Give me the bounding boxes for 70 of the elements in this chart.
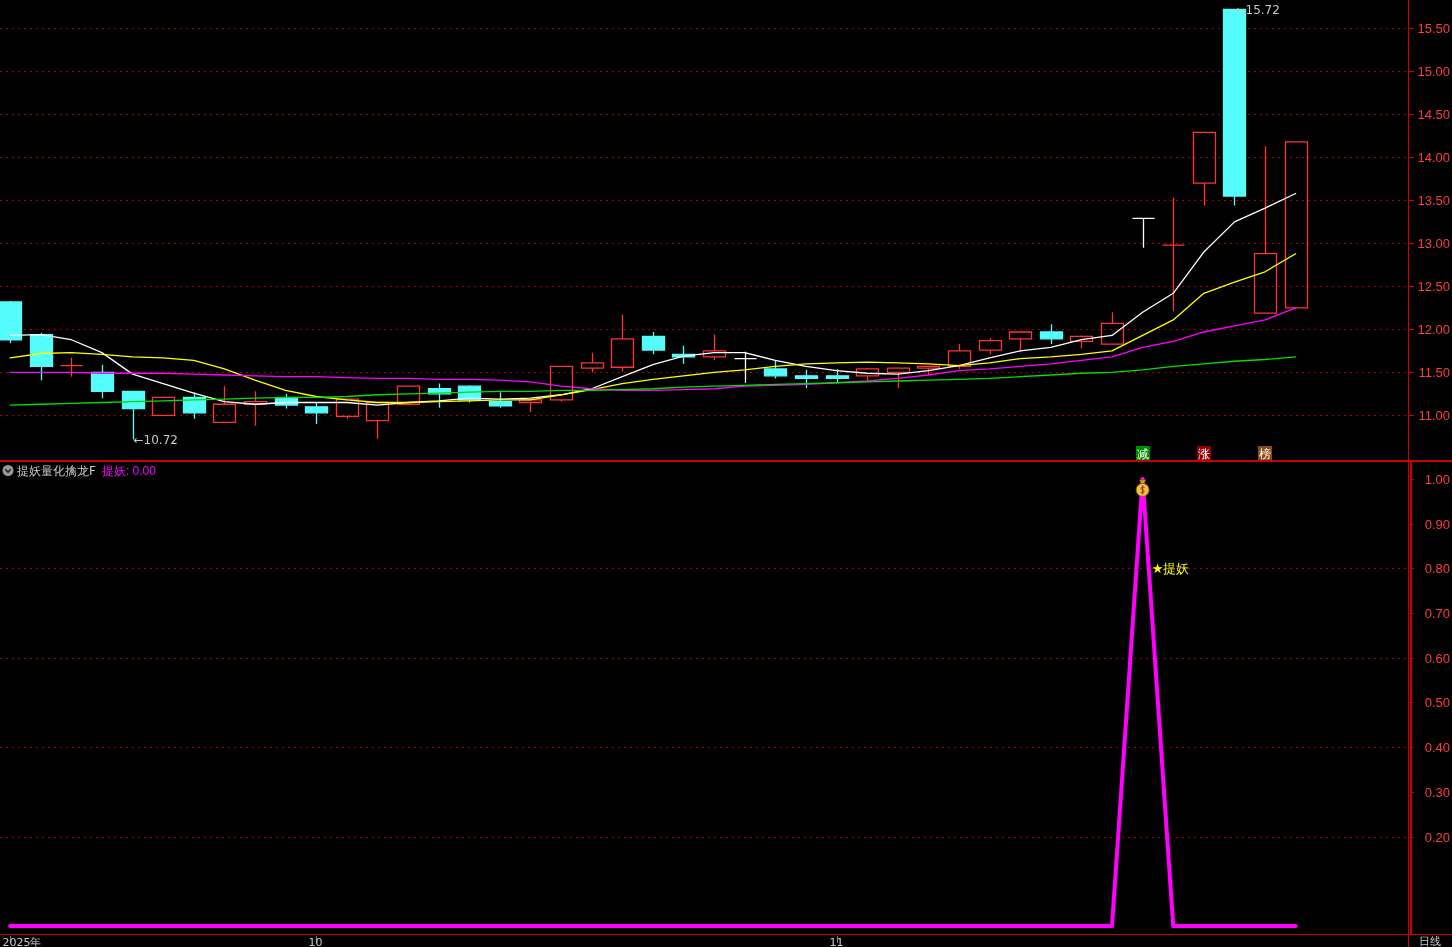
annotation: ←15.72: [1235, 2, 1280, 17]
y-tick-label: 12.00: [1417, 322, 1450, 337]
annotation: 榜: [1259, 447, 1271, 461]
annotation: 涨: [1198, 447, 1210, 461]
candlestick: [641, 331, 666, 355]
candlestick: [0, 300, 23, 344]
y-tick-label: 0.20: [1424, 830, 1450, 845]
candlestick: [59, 357, 84, 378]
y-tick-label: 13.50: [1417, 193, 1450, 208]
candlestick: [396, 385, 421, 405]
candlestick: [610, 314, 635, 373]
text: 提妖: [101, 463, 126, 478]
chart-title: 提妖量化擒龙F: [17, 463, 96, 478]
candlestick: [1131, 217, 1156, 249]
line-series: [9, 192, 1297, 406]
annotation: ★提妖: [1151, 561, 1190, 577]
annotation: 减: [1137, 447, 1149, 461]
y-tick-label: 0.70: [1424, 606, 1450, 621]
candlestick: [488, 391, 513, 409]
candlestick: [916, 365, 941, 377]
y-tick-label: 0.60: [1424, 651, 1450, 666]
candlestick: [335, 397, 360, 420]
line-series: [9, 356, 1297, 406]
candlestick: [243, 390, 268, 427]
candlestick: [886, 366, 911, 389]
x-tick-label: 2025年: [2, 935, 42, 947]
candlestick: [733, 351, 758, 384]
candlestick: [855, 367, 880, 383]
candlestick: [825, 368, 850, 384]
candlestick: [702, 333, 727, 362]
candlestick: [549, 365, 574, 403]
y-tick-label: 13.00: [1417, 236, 1450, 251]
y-tick-label: 15.50: [1417, 21, 1450, 36]
y-tick-label: 14.00: [1417, 150, 1450, 165]
y-tick-label: 15.00: [1417, 64, 1450, 79]
y-tick-label: 0.50: [1424, 695, 1450, 710]
candlestick: [763, 359, 788, 380]
annotation: ←10.72: [133, 433, 178, 447]
y-tick-label: 11.00: [1418, 408, 1450, 423]
candlestick: [978, 337, 1003, 355]
y-tick-label: 0.80: [1424, 561, 1450, 576]
annotation: : 0.00: [125, 463, 157, 478]
y-tick-label: 1.00: [1424, 472, 1450, 487]
candlestick: [1161, 197, 1186, 312]
candlestick: [1039, 323, 1064, 345]
candlestick: [1192, 131, 1217, 207]
y-tick-label: 0.90: [1424, 517, 1450, 532]
candlestick: [90, 364, 115, 399]
y-tick-label: 14.50: [1417, 107, 1450, 122]
y-tick-label: 0.40: [1424, 740, 1450, 755]
candlestick: [1008, 330, 1033, 353]
candlestick: [1069, 334, 1094, 349]
line-series: [9, 307, 1297, 392]
y-tick-label: 12.50: [1417, 279, 1450, 294]
candlestick: [151, 395, 176, 417]
y-tick-label: 11.50: [1418, 365, 1450, 380]
candlestick: [947, 343, 972, 370]
candlestick: [1284, 141, 1309, 309]
candlestick: [212, 385, 237, 423]
candlestick: [794, 369, 819, 389]
y-tick-label: 0.30: [1424, 785, 1450, 800]
candlestick: [1253, 145, 1278, 314]
candlestick: [304, 401, 329, 425]
text: 日线: [1419, 935, 1441, 947]
x-tick-label: 11: [829, 935, 844, 947]
x-tick-label: 10: [308, 935, 323, 947]
candlestick: [580, 351, 605, 374]
line-series: [9, 253, 1297, 404]
candlestick: [1100, 311, 1125, 345]
candlestick: [29, 332, 54, 381]
